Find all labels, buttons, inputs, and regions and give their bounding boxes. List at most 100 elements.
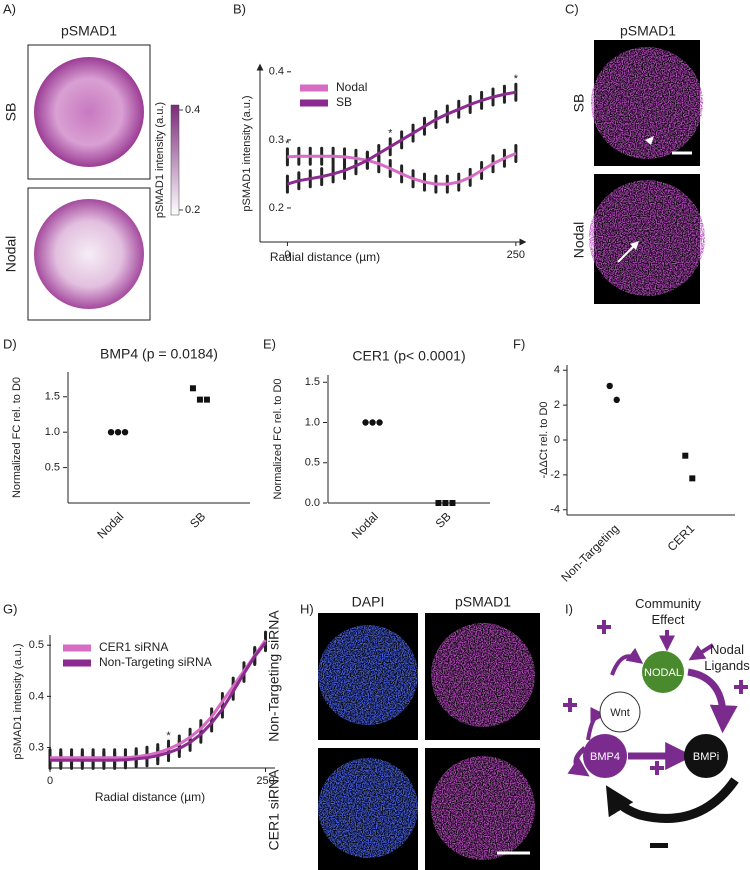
annotation: * bbox=[388, 128, 393, 140]
y-tick-label: 2 bbox=[554, 399, 560, 411]
series-line bbox=[50, 639, 267, 760]
legend-label: SB bbox=[336, 95, 352, 109]
y-tick-label: 0.5 bbox=[305, 457, 320, 469]
data-point bbox=[376, 419, 383, 426]
x-tick-label: SB bbox=[433, 509, 454, 530]
y-tick-label: 0.2 bbox=[269, 202, 284, 214]
y-tick-label: 0.5 bbox=[29, 639, 44, 651]
annotation: * bbox=[166, 730, 171, 742]
y-axis-label: pSMAD1 intensity (a.u.) bbox=[12, 643, 24, 759]
x-axis-label: Radial distance (µm) bbox=[95, 790, 205, 804]
x-tick-label: 250 bbox=[507, 249, 525, 261]
chart-title: BMP4 (p = 0.0184) bbox=[100, 346, 218, 362]
x-tick-label: SB bbox=[187, 509, 208, 530]
data-point bbox=[689, 475, 696, 482]
data-point bbox=[369, 419, 376, 426]
colony-stain bbox=[431, 756, 535, 860]
chart-title: CER1 (p< 0.0001) bbox=[352, 348, 465, 364]
data-point bbox=[442, 500, 449, 506]
y-axis-label: -ΔΔCt rel. to D0 bbox=[538, 401, 550, 478]
colorbar bbox=[170, 104, 180, 216]
row-label: CER1 siRNA bbox=[266, 769, 282, 851]
panel-letter: H) bbox=[300, 601, 314, 616]
legend-label: CER1 siRNA bbox=[99, 640, 168, 654]
arrow bbox=[610, 647, 644, 676]
panel-letter: E) bbox=[263, 336, 276, 351]
panel-letter: B) bbox=[233, 1, 246, 16]
x-axis-label: Radial distance (µm) bbox=[270, 250, 380, 264]
x-tick-label: Nodal bbox=[94, 509, 126, 541]
column-label: DAPI bbox=[352, 594, 385, 610]
y-tick-label: 0.4 bbox=[29, 690, 44, 702]
row-label: Nodal bbox=[571, 222, 587, 259]
heatmap-colony bbox=[34, 57, 144, 167]
x-tick-label: CER1 bbox=[665, 521, 698, 554]
arrow bbox=[567, 746, 590, 777]
colony-stain bbox=[589, 180, 705, 296]
data-point bbox=[613, 396, 620, 404]
node bbox=[642, 651, 684, 693]
plus-sign bbox=[739, 680, 743, 694]
y-tick-label: 4 bbox=[554, 364, 560, 376]
inhibition-arrow bbox=[605, 777, 739, 823]
arrowhead-marker bbox=[645, 136, 654, 145]
y-tick-label: 0.3 bbox=[29, 741, 44, 753]
data-point bbox=[435, 500, 442, 506]
row-label: Nodal bbox=[3, 236, 19, 273]
arrow bbox=[688, 643, 715, 661]
node bbox=[684, 734, 728, 778]
node-label: NODAL bbox=[644, 667, 682, 679]
node-label: Wnt bbox=[610, 707, 630, 719]
diagram-note: Nodal Ligands bbox=[704, 642, 750, 673]
data-point bbox=[121, 428, 129, 436]
y-tick-label: 0.4 bbox=[269, 66, 284, 78]
panel-title: pSMAD1 bbox=[61, 23, 117, 39]
colony-stain bbox=[318, 625, 418, 725]
x-tick-label: 0 bbox=[284, 249, 290, 261]
y-tick-label: 1.0 bbox=[305, 416, 320, 428]
y-axis-label: Normalized FC rel. to D0 bbox=[272, 378, 284, 499]
series-line bbox=[50, 641, 267, 762]
row-label: SB bbox=[3, 103, 19, 122]
colorbar-label: pSMAD1 intensity (a.u.) bbox=[154, 102, 166, 218]
colony-stain bbox=[591, 47, 703, 159]
y-tick-label: -4 bbox=[550, 504, 560, 516]
x-tick-label: 0 bbox=[47, 775, 53, 787]
legend-label: Non-Targeting siRNA bbox=[99, 655, 212, 669]
node-label: BMP4 bbox=[590, 751, 620, 763]
data-point bbox=[449, 500, 456, 506]
panel-letter: A) bbox=[3, 1, 16, 16]
series-line bbox=[287, 152, 517, 186]
y-tick-label: -2 bbox=[550, 469, 560, 481]
panel-title: pSMAD1 bbox=[620, 23, 676, 39]
minus-sign bbox=[650, 843, 668, 848]
arrow bbox=[687, 668, 738, 734]
row-label: SB bbox=[571, 94, 587, 113]
arrow bbox=[586, 707, 607, 741]
panel-letter: F) bbox=[513, 336, 525, 351]
colorbar-tick-label: 0.4 bbox=[185, 104, 200, 116]
x-tick-label: Non-Targeting bbox=[558, 521, 621, 584]
panel-letter: I) bbox=[565, 601, 573, 616]
y-tick-label: 1.5 bbox=[45, 391, 60, 403]
data-point bbox=[114, 428, 122, 436]
y-axis-label: Normalized FC rel. to D0 bbox=[11, 377, 23, 498]
plus-sign bbox=[655, 761, 659, 775]
data-point bbox=[189, 385, 196, 392]
data-point bbox=[606, 382, 613, 390]
colony-stain bbox=[318, 758, 418, 858]
pathway-diagram: NODAL Wnt BMP4 BMPi bbox=[563, 620, 748, 848]
y-tick-label: 0.3 bbox=[269, 134, 284, 146]
data-point bbox=[203, 396, 210, 403]
panel-letter: C) bbox=[565, 1, 579, 16]
y-tick-label: 1.5 bbox=[305, 376, 320, 388]
column-label: pSMAD1 bbox=[455, 594, 511, 610]
row-label: Non-Targeting siRNA bbox=[266, 610, 282, 742]
panel-letter: G) bbox=[3, 601, 17, 616]
plus-sign bbox=[568, 698, 572, 712]
node bbox=[583, 734, 627, 778]
arrow-marker bbox=[630, 241, 639, 250]
data-point bbox=[682, 452, 689, 459]
y-tick-label: 0.0 bbox=[305, 497, 320, 509]
heatmap-colony bbox=[34, 199, 144, 309]
